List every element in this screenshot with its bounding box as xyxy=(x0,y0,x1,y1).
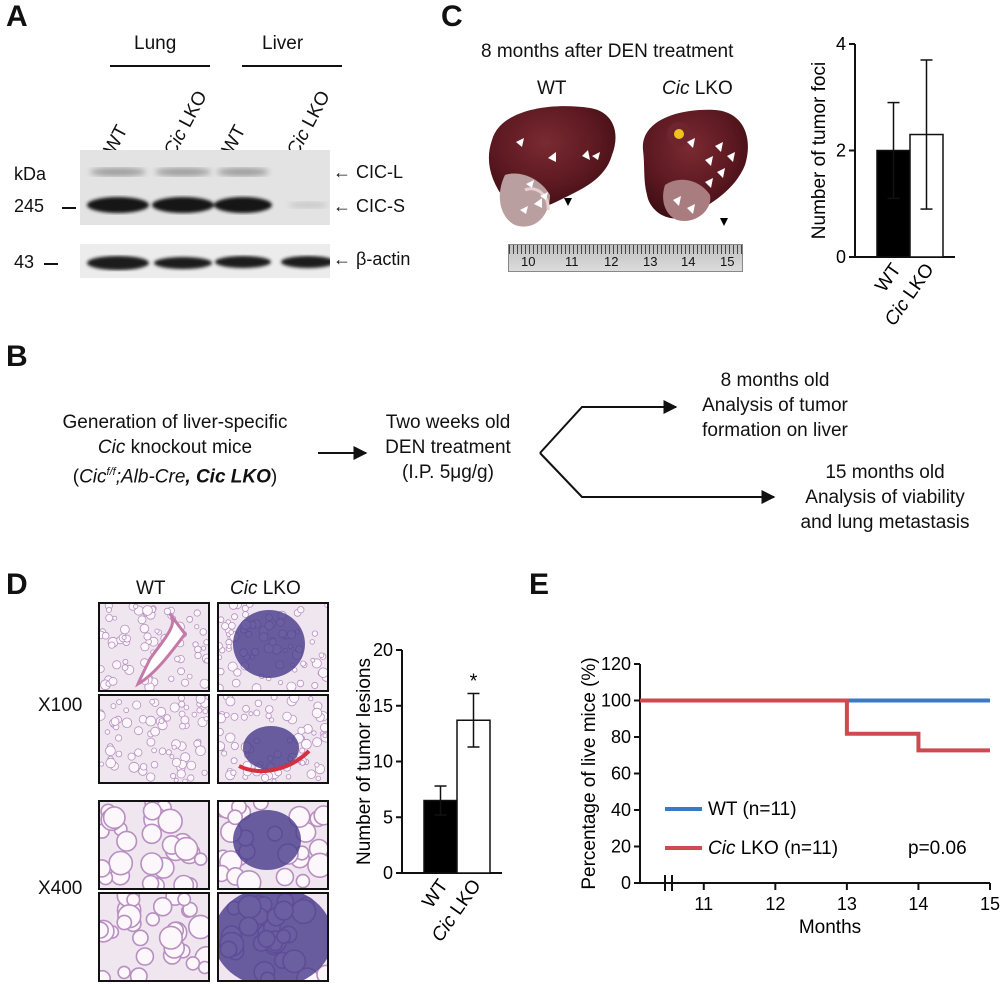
marker-245: 245 xyxy=(14,196,45,216)
y-tick-label: 2 xyxy=(836,141,846,161)
histology-image-lko-hi2 xyxy=(217,892,329,982)
western-blot-cic xyxy=(80,150,330,225)
tissue-label-liver: Liver xyxy=(262,33,304,54)
x-tick-label: 14 xyxy=(908,894,928,914)
histo-col-lko: Cic LKO xyxy=(230,578,301,599)
histology-image-lko-hi1 xyxy=(217,800,329,890)
liver-label-lko: Cic LKO xyxy=(662,78,733,99)
ruler-label: 14 xyxy=(681,254,696,269)
workflow-arrows xyxy=(318,400,776,504)
y-axis-label: Number of tumor foci xyxy=(809,62,830,239)
liver-label-wt: WT xyxy=(537,78,567,99)
panel-label-a: A xyxy=(6,0,28,33)
panel-label-b: B xyxy=(6,340,28,373)
x-axis-label: Months xyxy=(799,917,861,938)
histology-image-lko-lo2 xyxy=(217,694,329,784)
western-blot-actin xyxy=(80,244,330,278)
y-tick-label: 120 xyxy=(601,654,631,674)
magnification-x400: X400 xyxy=(38,878,83,899)
p-value-annotation: p=0.06 xyxy=(908,838,967,859)
band-label-actin: ← β-actin xyxy=(333,249,411,269)
lko-liver-image xyxy=(642,109,748,226)
y-tick-label: 20 xyxy=(611,837,631,857)
legend-label-lko: Cic LKO (n=11) xyxy=(708,838,838,859)
ruler-label: 13 xyxy=(643,254,658,269)
histo-col-wt: WT xyxy=(136,578,166,599)
ruler-label: 15 xyxy=(720,254,735,269)
histology-image-wt-hi1 xyxy=(98,800,210,890)
y-tick-label: 4 xyxy=(836,34,846,54)
histology-image-wt-lo2 xyxy=(98,694,210,784)
panel-label-e: E xyxy=(529,568,550,601)
outcome-8-months: 8 months old Analysis of tumor formation… xyxy=(702,370,848,441)
arrow-to-15-months xyxy=(539,452,776,504)
ruler-label: 12 xyxy=(604,254,619,269)
marker-tick xyxy=(44,263,58,265)
x-tick-label: 13 xyxy=(837,894,857,914)
liver-bracket-line xyxy=(242,65,342,67)
kda-label: kDa xyxy=(14,164,47,184)
y-tick-label: 0 xyxy=(836,247,846,267)
series-lko-line xyxy=(640,698,990,753)
histology-image-wt-lo1 xyxy=(98,602,210,692)
panel-label-c: C xyxy=(441,0,463,33)
wt-liver-image xyxy=(488,106,616,227)
marker-tick xyxy=(62,207,76,209)
step-den-treatment: Two weeks old DEN treatment (I.P. 5μg/g) xyxy=(385,412,511,483)
y-tick-label: 15 xyxy=(373,696,393,716)
chart-survival: 0 20 40 60 80 100 120 11 12 13 14 15 Months Percentag… xyxy=(579,654,1000,938)
band-label-cic-l: ← CIC-L xyxy=(333,162,404,182)
y-axis-label: Percentage of live mice (%) xyxy=(579,657,600,889)
arrow-to-8-months xyxy=(539,400,678,454)
tissue-label-lung: Lung xyxy=(134,33,177,54)
outcome-15-months: 15 months old Analysis of viability and … xyxy=(800,462,970,533)
marker-43: 43 xyxy=(14,252,35,272)
y-tick-label: 5 xyxy=(383,807,393,827)
lung-bracket-line xyxy=(110,65,210,67)
magnification-x100: X100 xyxy=(38,695,83,716)
liver-photographs xyxy=(488,106,748,227)
ruler-label: 11 xyxy=(565,254,579,269)
y-tick-label: 0 xyxy=(383,863,393,883)
x-tick-label: 12 xyxy=(765,894,785,914)
band-label-cic-s: ← CIC-S xyxy=(333,196,406,216)
x-tick-label: 15 xyxy=(980,894,1000,914)
histology-image-lko-lo1 xyxy=(217,602,329,692)
histology-image-wt-hi2 xyxy=(98,892,210,982)
y-tick-label: 0 xyxy=(621,873,631,893)
y-axis-label: Number of tumor lesions xyxy=(354,658,375,865)
y-tick-label: 10 xyxy=(373,752,393,772)
y-tick-label: 20 xyxy=(373,640,393,660)
panel-c-title: 8 months after DEN treatment xyxy=(481,41,734,62)
scale-ruler: 10 11 12 13 14 15 xyxy=(508,244,743,272)
x-tick-label: 11 xyxy=(694,894,713,914)
legend-label-wt: WT (n=11) xyxy=(708,799,797,820)
y-tick-label: 60 xyxy=(611,764,631,784)
panel-label-d: D xyxy=(6,568,28,601)
y-tick-label: 100 xyxy=(601,691,631,711)
significance-star: * xyxy=(470,670,478,692)
ruler-label: 10 xyxy=(521,254,536,269)
y-tick-label: 80 xyxy=(611,727,631,747)
y-tick-label: 40 xyxy=(611,800,631,820)
step-generation: Generation of liver-specific Cic knockou… xyxy=(62,412,288,488)
